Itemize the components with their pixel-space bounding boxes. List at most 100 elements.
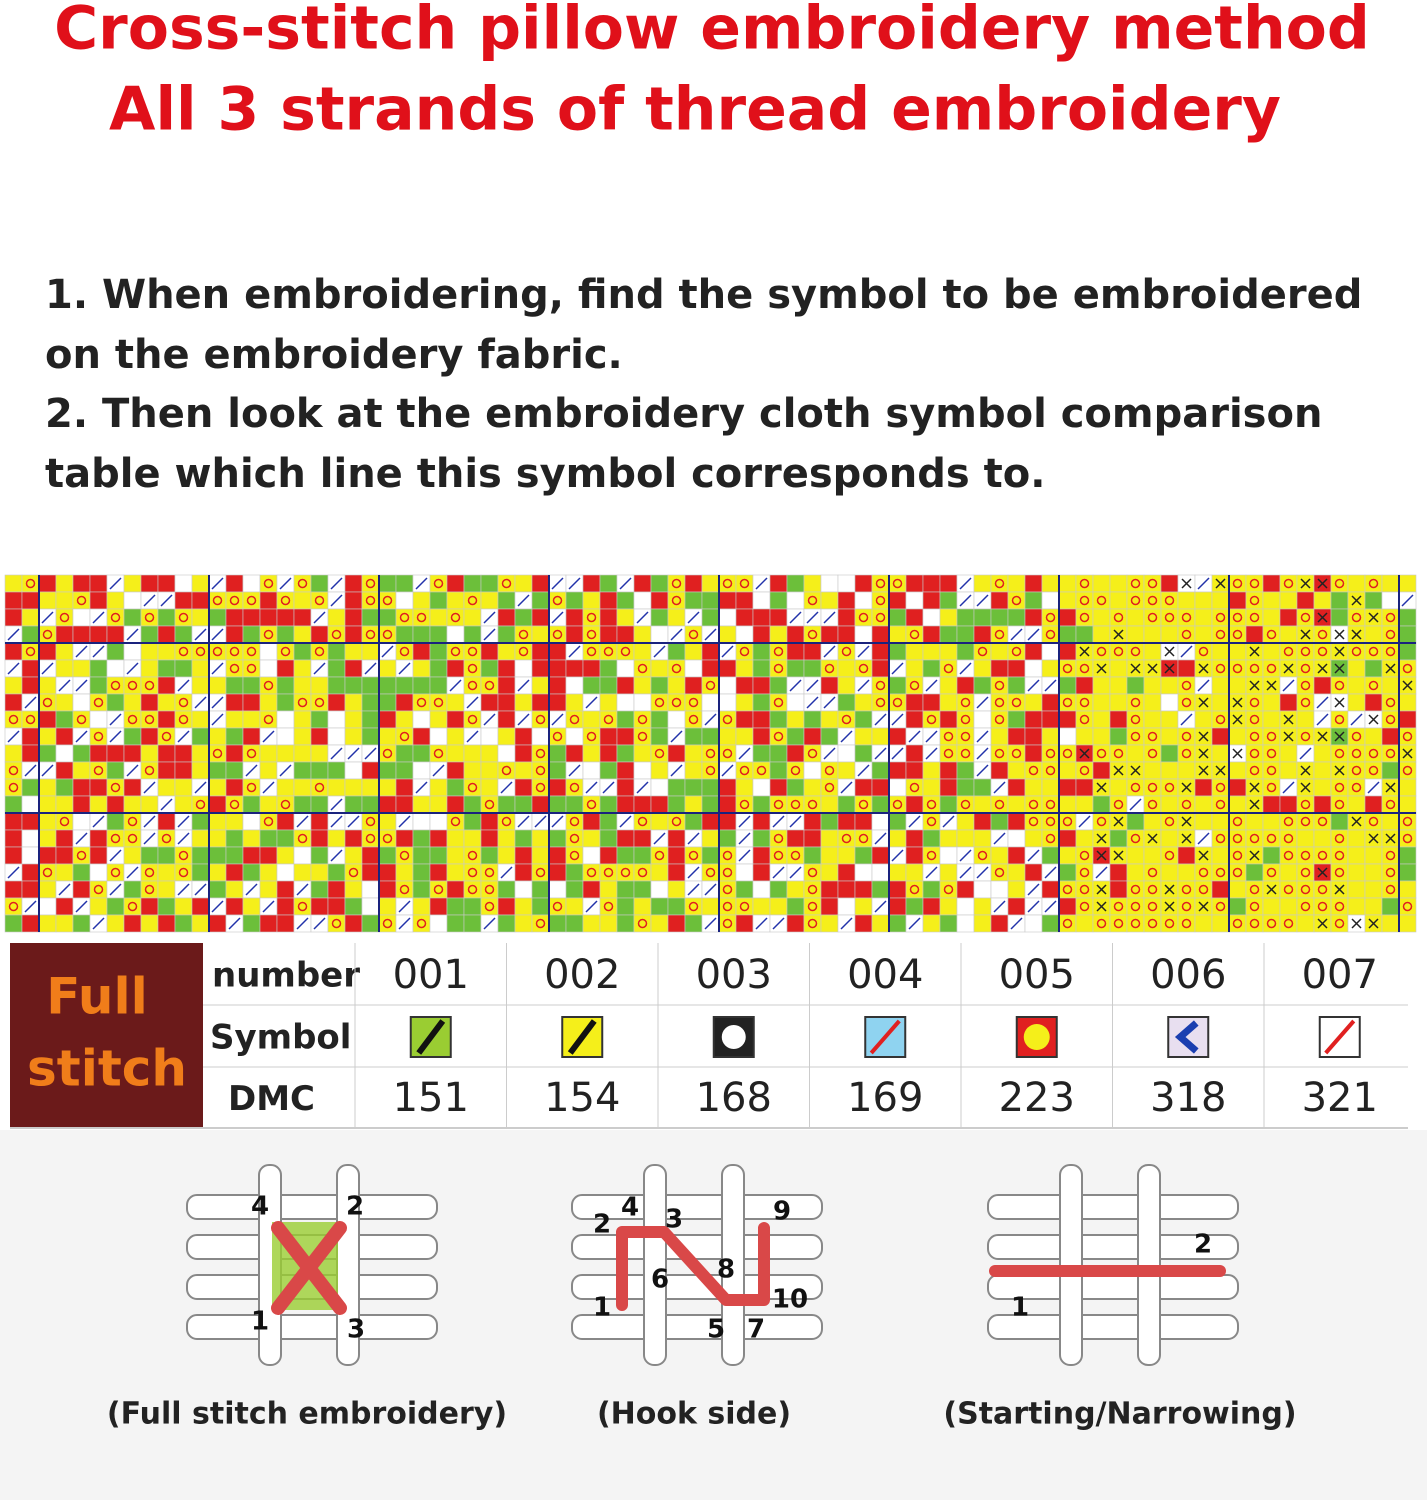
pattern-cell xyxy=(1024,710,1043,729)
pattern-symbol xyxy=(178,714,189,725)
pattern-cell xyxy=(939,914,958,933)
pattern-symbol xyxy=(330,747,343,760)
step-label: 4 xyxy=(251,1192,269,1222)
pattern-symbol xyxy=(177,883,190,896)
pattern-cell xyxy=(1024,829,1043,848)
pattern-cell xyxy=(803,812,822,831)
pattern-cell xyxy=(599,727,618,746)
pattern-cell xyxy=(1109,829,1128,848)
pattern-cell xyxy=(650,676,669,695)
pattern-symbol xyxy=(1011,646,1022,657)
pattern-cell xyxy=(1398,863,1417,882)
pattern-symbol xyxy=(1266,918,1277,929)
pattern-cell xyxy=(1041,744,1060,763)
pattern-symbol xyxy=(41,764,54,777)
pattern-cell xyxy=(939,778,958,797)
pattern-cell xyxy=(1041,914,1060,933)
pattern-cell xyxy=(616,846,635,865)
pattern-cell xyxy=(599,914,618,933)
pattern-cell xyxy=(429,727,448,746)
pattern-symbol xyxy=(993,832,1006,845)
pattern-cell xyxy=(803,846,822,865)
pattern-symbol xyxy=(569,833,580,844)
pattern-symbol xyxy=(127,714,138,725)
pattern-cell xyxy=(650,812,669,831)
pattern-cell xyxy=(1109,744,1128,763)
pattern-cell xyxy=(786,710,805,729)
pattern-cell xyxy=(1245,574,1264,593)
pattern-cell xyxy=(1092,795,1111,814)
pattern-symbol xyxy=(347,815,360,828)
pattern-cell xyxy=(1279,846,1298,865)
pattern-cell xyxy=(786,642,805,661)
pattern-cell xyxy=(905,846,924,865)
pattern-cell xyxy=(1381,727,1400,746)
pattern-cell xyxy=(38,863,57,882)
pattern-symbol xyxy=(500,866,513,879)
pattern-cell xyxy=(157,812,176,831)
pattern-cell xyxy=(990,591,1009,610)
pattern-cell xyxy=(565,608,584,627)
pattern-cell xyxy=(1143,625,1162,644)
pattern-cell xyxy=(922,795,941,814)
pattern-symbol xyxy=(398,917,411,930)
pattern-cell xyxy=(225,642,244,661)
pattern-cell xyxy=(990,761,1009,780)
pattern-symbol xyxy=(569,850,580,861)
pattern-cell xyxy=(412,880,431,899)
pattern-symbol xyxy=(722,578,733,589)
pattern-symbol xyxy=(1300,850,1311,861)
pattern-cell xyxy=(599,676,618,695)
pattern-symbol xyxy=(722,748,733,759)
pattern-cell xyxy=(1092,727,1111,746)
pattern-cell xyxy=(378,744,397,763)
pattern-cell xyxy=(276,625,295,644)
dmc: 154 xyxy=(544,1075,620,1121)
pattern-cell xyxy=(4,846,23,865)
pattern-cell xyxy=(1296,880,1315,899)
pattern-cell xyxy=(1160,608,1179,627)
pattern-symbol xyxy=(1045,748,1056,759)
pattern-symbol xyxy=(126,764,139,777)
pattern-cell xyxy=(157,761,176,780)
pattern-cell xyxy=(514,778,533,797)
pattern-symbol xyxy=(25,578,36,589)
pattern-symbol xyxy=(381,645,394,658)
pattern-cell xyxy=(531,710,550,729)
pattern-symbol xyxy=(891,662,904,675)
pattern-cell xyxy=(276,846,295,865)
pattern-symbol xyxy=(484,884,495,895)
pattern-symbol xyxy=(1147,595,1158,606)
pattern-cell xyxy=(1109,795,1128,814)
pattern-symbol xyxy=(75,900,88,913)
pattern-cell xyxy=(497,846,516,865)
pattern-cell xyxy=(718,897,737,916)
pattern-cell xyxy=(786,625,805,644)
pattern-cell xyxy=(293,676,312,695)
pattern-cell xyxy=(820,914,839,933)
pattern-cell xyxy=(1211,778,1230,797)
pattern-symbol xyxy=(1317,646,1328,657)
pattern-cell xyxy=(276,880,295,899)
pattern-cell xyxy=(89,693,108,712)
pattern-symbol xyxy=(976,764,989,777)
pattern-cell xyxy=(548,642,567,661)
pattern-cell xyxy=(276,863,295,882)
pattern-symbol xyxy=(433,884,444,895)
pattern-cell xyxy=(106,863,125,882)
pattern-symbol xyxy=(1027,883,1040,896)
pattern-cell xyxy=(1126,676,1145,695)
pattern-cell xyxy=(497,914,516,933)
pattern-cell xyxy=(344,676,363,695)
pattern-cell xyxy=(650,914,669,933)
pattern-cell xyxy=(871,778,890,797)
pattern-symbol xyxy=(382,595,393,606)
pattern-cell xyxy=(242,608,261,627)
pattern-symbol xyxy=(1027,900,1040,913)
pattern-cell xyxy=(1058,625,1077,644)
pattern-symbol xyxy=(960,799,971,810)
pattern-symbol xyxy=(925,679,938,692)
pattern-symbol xyxy=(637,663,648,674)
pattern-cell xyxy=(259,744,278,763)
pattern-cell xyxy=(599,863,618,882)
